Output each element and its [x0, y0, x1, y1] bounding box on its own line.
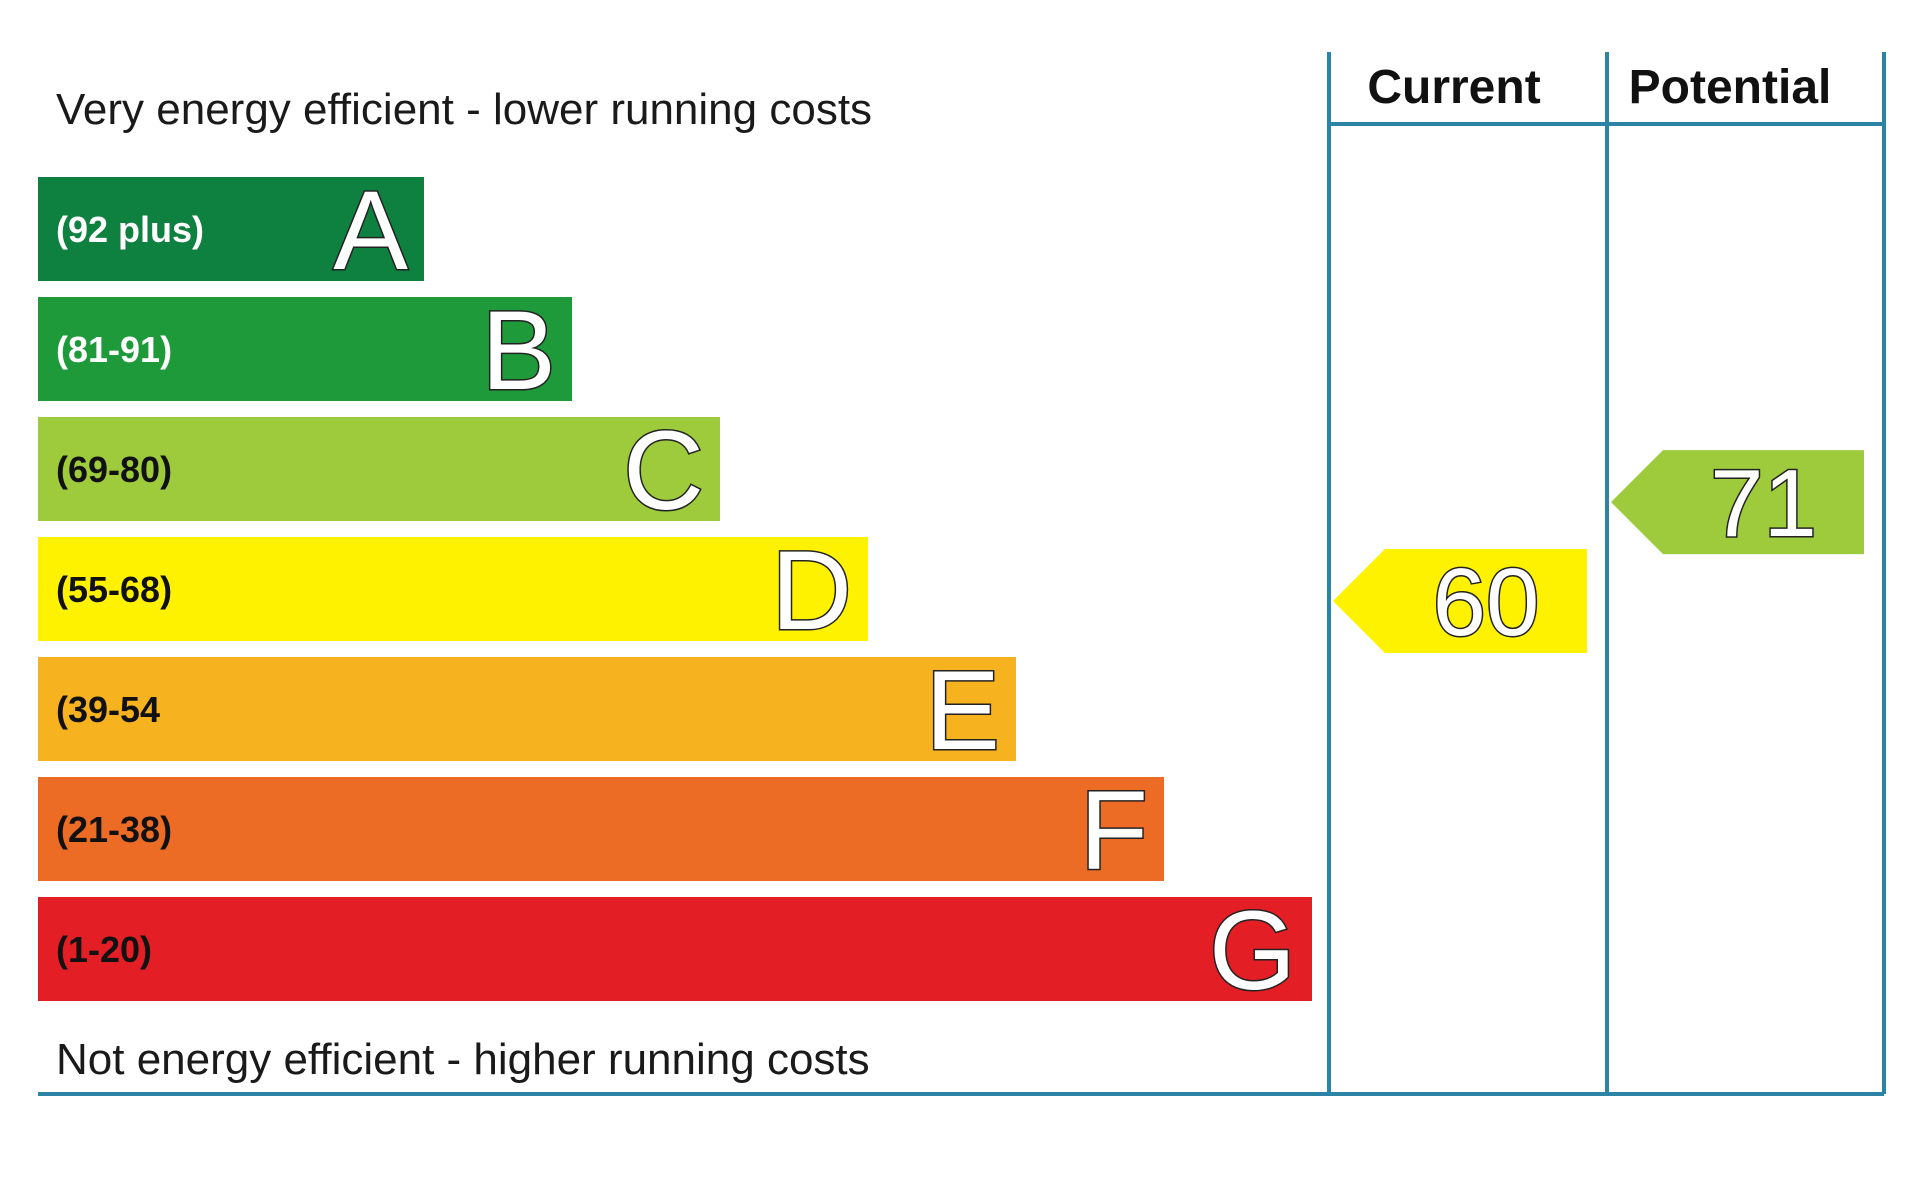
band-a: (92 plus) A: [38, 167, 424, 295]
band-range-label-b: (81-91): [56, 329, 172, 370]
band-letter-b: B: [481, 288, 556, 413]
rating-arrows: 60 71: [1333, 449, 1864, 658]
band-letter-c: C: [623, 408, 704, 533]
band-d: (55-68) D: [38, 527, 868, 655]
band-letter-g: G: [1209, 888, 1296, 1013]
band-bar-d: [38, 537, 868, 641]
band-letter-d: D: [771, 528, 852, 653]
band-bar-e: [38, 657, 1016, 761]
band-bar-f: [38, 777, 1164, 881]
band-range-label-a: (92 plus): [56, 209, 204, 250]
rating-arrow-potential: [1611, 450, 1864, 555]
rating-arrow-current: [1333, 549, 1587, 653]
rating-current: 60: [1333, 548, 1587, 658]
band-bar-g: [38, 897, 1312, 1001]
bottom-caption: Not energy efficient - higher running co…: [56, 1035, 870, 1084]
band-range-label-e: (39-54: [56, 689, 160, 730]
band-bar-c: [38, 417, 720, 521]
column-header-current: Current: [1367, 61, 1540, 114]
band-letter-e: E: [925, 648, 1000, 773]
band-e: (39-54 E: [38, 647, 1016, 775]
rating-potential: 71: [1611, 449, 1864, 559]
column-header-potential: Potential: [1629, 61, 1832, 114]
band-range-label-f: (21-38): [56, 809, 172, 850]
band-bar-b: [38, 297, 572, 401]
band-range-label-c: (69-80): [56, 449, 172, 490]
top-caption: Very energy efficient - lower running co…: [56, 85, 872, 134]
band-b: (81-91) B: [38, 287, 572, 415]
band-range-label-d: (55-68): [56, 569, 172, 610]
rating-value-current: 60: [1433, 549, 1540, 656]
band-letter-f: F: [1080, 768, 1148, 893]
band-range-label-g: (1-20): [56, 929, 152, 970]
chart-frame: [38, 52, 1886, 1096]
band-f: (21-38) F: [38, 767, 1164, 895]
rating-value-potential: 71: [1710, 450, 1817, 557]
band-bar-a: [38, 177, 424, 281]
band-bars: (92 plus) A(81-91) B(69-80) C(55-68) D(39-54…: [38, 167, 1312, 1015]
band-c: (69-80) C: [38, 407, 720, 535]
band-g: (1-20) G: [38, 887, 1312, 1015]
band-letter-a: A: [333, 168, 408, 293]
